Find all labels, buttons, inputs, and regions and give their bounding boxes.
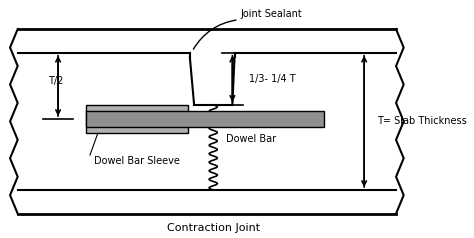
Text: Joint Sealant: Joint Sealant (241, 9, 302, 19)
Bar (86, 105, 188, 133)
Text: Contraction Joint: Contraction Joint (167, 223, 260, 233)
Text: T= Slab Thickness: T= Slab Thickness (377, 116, 467, 126)
Text: 1/3- 1/4 T: 1/3- 1/4 T (249, 74, 296, 84)
Text: T/2: T/2 (48, 76, 64, 86)
Text: Dowel Bar Sleeve: Dowel Bar Sleeve (94, 156, 180, 166)
Bar (86, 111, 324, 127)
Text: Dowel Bar: Dowel Bar (226, 134, 276, 144)
